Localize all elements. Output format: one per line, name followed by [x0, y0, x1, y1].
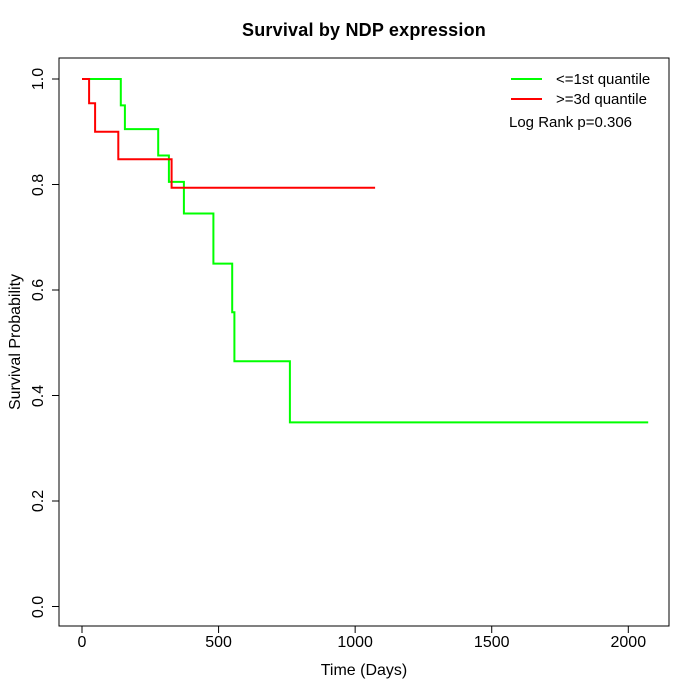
y-tick-label: 0.4: [30, 384, 47, 407]
y-tick-label: 0.0: [30, 595, 47, 618]
legend-line-samples: [511, 78, 542, 100]
y-tick-label: 1.0: [30, 67, 47, 91]
legend-item-first-quantile: <=1st quantile: [556, 71, 651, 88]
survival-curve-green: [82, 78, 649, 424]
plot-frame: [58, 57, 670, 627]
log-rank-p-value: Log Rank p=0.306: [509, 114, 633, 131]
y-tick-label: 0.8: [30, 173, 47, 196]
x-axis-ticks: [81, 626, 629, 633]
y-tick-label: 0.2: [30, 489, 47, 513]
y-tick-label: 0.6: [30, 278, 47, 302]
x-tick-label: 500: [205, 634, 232, 651]
survival-curve-red: [82, 78, 376, 189]
chart-title: Survival by NDP expression: [242, 20, 486, 40]
survival-curves: [82, 78, 649, 424]
x-tick-label: 0: [77, 634, 87, 651]
legend-item-third-quantile: >=3d quantile: [556, 91, 647, 108]
y-axis-title: Survival Probability: [7, 273, 24, 411]
x-tick-label: 1500: [473, 634, 510, 651]
x-tick-label: 2000: [610, 634, 647, 651]
x-axis-title: Time (Days): [320, 662, 408, 679]
x-tick-label: 1000: [337, 634, 373, 651]
y-axis-ticks: [52, 78, 59, 607]
